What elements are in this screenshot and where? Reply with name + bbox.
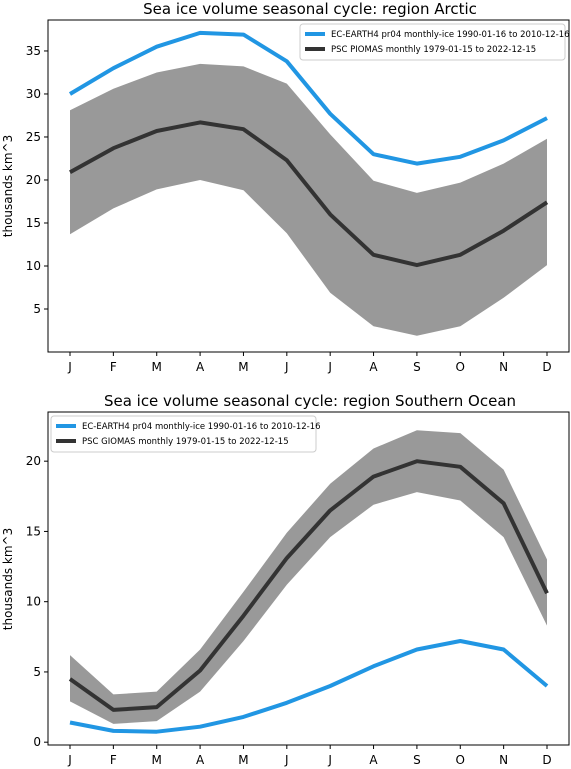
x-tick-label: O [456, 753, 465, 767]
y-tick-label: 5 [33, 302, 41, 316]
x-tick-label: J [284, 753, 289, 767]
x-tick-label: M [152, 360, 162, 374]
axes-frame [47, 411, 570, 746]
x-tick-label: A [196, 360, 205, 374]
x-tick-label: S [413, 753, 421, 767]
x-tick-label: D [542, 753, 551, 767]
x-tick-label: M [238, 753, 248, 767]
y-tick-label: 15 [26, 216, 41, 230]
y-tick-label: 10 [26, 259, 41, 273]
chart-title: Sea ice volume seasonal cycle: region Ar… [143, 0, 477, 18]
x-tick-label: M [152, 753, 162, 767]
x-tick-label: A [369, 360, 378, 374]
y-tick-label: 15 [26, 524, 41, 538]
legend-label: EC-EARTH4 pr04 monthly-ice 1990-01-16 to… [331, 30, 570, 40]
x-tick-label: N [499, 753, 508, 767]
y-tick-label: 10 [26, 595, 41, 609]
x-tick-label: F [110, 753, 117, 767]
series-line-model [69, 639, 549, 734]
legend: EC-EARTH4 pr04 monthly-ice 1990-01-16 to… [50, 415, 321, 453]
plot-area: J F M A M J J A S O N D 5 10 15 20 25 30 35 [26, 19, 570, 374]
chart-panel-arctic: Sea ice volume seasonal cycle: region Ar… [1, 0, 570, 374]
chart-panel-southern-ocean: Sea ice volume seasonal cycle: region So… [1, 392, 570, 767]
series-line-observation [68, 459, 549, 712]
x-tick-label: J [67, 360, 72, 374]
y-tick-label: 20 [26, 454, 41, 468]
uncertainty-band [70, 63, 547, 336]
x-tick-label: J [284, 360, 289, 374]
x-tick-label: O [456, 360, 465, 374]
legend-label: EC-EARTH4 pr04 monthly-ice 1990-01-16 to… [82, 422, 321, 432]
x-tick-label: S [413, 360, 421, 374]
axes-frame [47, 19, 570, 353]
series-line-model [68, 30, 548, 166]
series-line-observation [69, 120, 549, 268]
y-tick-label: 5 [33, 665, 41, 679]
y-tick-label: 20 [26, 173, 41, 187]
x-tick-label: J [67, 753, 72, 767]
y-tick-label: 0 [33, 735, 41, 749]
uncertainty-band [70, 430, 547, 724]
x-tick-label: J [327, 753, 332, 767]
y-tick-label: 35 [26, 44, 41, 58]
x-tick-label: F [110, 360, 117, 374]
x-tick-label: J [327, 360, 332, 374]
legend-label: PSC GIOMAS monthly 1979-01-15 to 2022-12… [82, 437, 289, 447]
legend-label: PSC PIOMAS monthly 1979-01-15 to 2022-12… [331, 45, 536, 55]
chart-title: Sea ice volume seasonal cycle: region So… [104, 392, 516, 410]
legend-box [299, 23, 566, 61]
y-tick-label: 30 [26, 87, 41, 101]
x-tick-label: A [369, 753, 378, 767]
x-tick-label: A [196, 753, 205, 767]
x-tick-label: D [542, 360, 551, 374]
y-axis-label: thousands km^3 [1, 528, 15, 630]
legend: EC-EARTH4 pr04 monthly-ice 1990-01-16 to… [299, 23, 570, 61]
plot-area: J F M A M J J A S O N D 0 5 10 15 20 [26, 411, 570, 767]
y-tick-label: 25 [26, 130, 41, 144]
x-tick-label: M [238, 360, 248, 374]
y-axis-label: thousands km^3 [1, 135, 15, 237]
legend-box [50, 415, 317, 453]
x-tick-label: N [499, 360, 508, 374]
